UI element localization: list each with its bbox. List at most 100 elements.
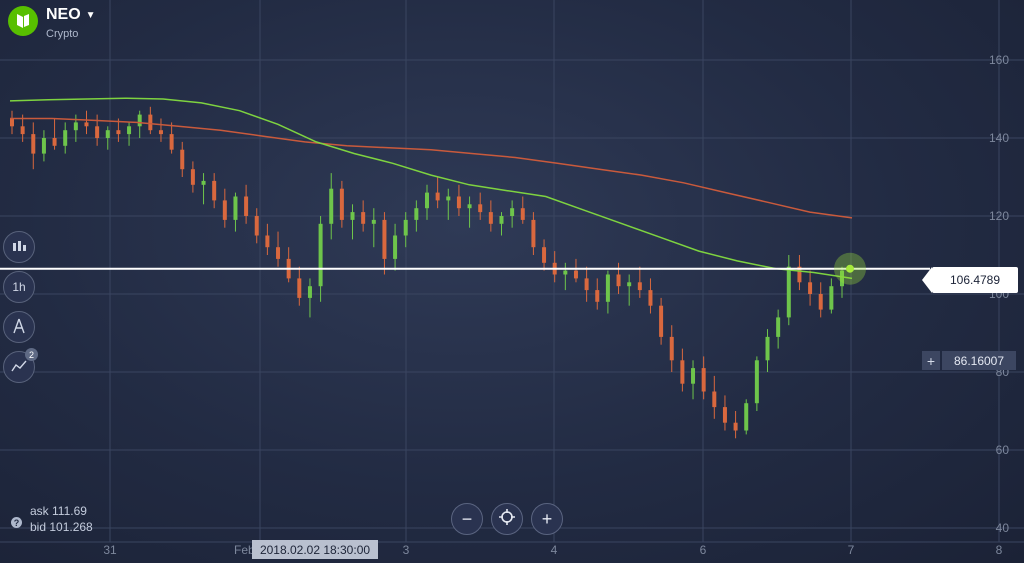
candle-body xyxy=(63,130,68,146)
crosshair-time-label: 2018.02.02 18:30:00 xyxy=(252,540,378,559)
crosshair-icon xyxy=(498,508,516,531)
candle-body xyxy=(169,134,174,150)
candle-body xyxy=(233,196,238,220)
candle-body xyxy=(137,114,142,127)
candle-body xyxy=(350,212,355,220)
candle-body xyxy=(733,422,738,431)
moving-average-fast xyxy=(9,97,853,280)
candle-body xyxy=(52,138,57,146)
interval-button[interactable]: 1h xyxy=(3,271,35,303)
candle-body xyxy=(254,216,259,236)
candle-body xyxy=(446,196,451,201)
candle-body xyxy=(510,208,515,216)
crosshair-price-label: 86.16007 xyxy=(942,351,1016,370)
x-tick-label: 4 xyxy=(551,543,558,557)
candle-body xyxy=(105,130,110,138)
candle-body xyxy=(573,270,578,279)
candle-body xyxy=(712,391,717,408)
drawing-tools-button[interactable] xyxy=(3,311,35,343)
indicator-count-badge: 2 xyxy=(25,348,38,361)
x-tick-label: 7 xyxy=(848,543,855,557)
asset-header[interactable]: NEO ▼ xyxy=(8,6,96,36)
candle-body xyxy=(605,274,610,302)
candle-body xyxy=(627,282,632,287)
candle-body xyxy=(148,114,153,131)
candle-body xyxy=(456,196,461,209)
bid-quote: bid 101.268 xyxy=(30,520,93,534)
candle-body xyxy=(276,247,281,259)
help-icon[interactable]: ? xyxy=(11,517,22,528)
candle-body xyxy=(329,188,334,224)
chevron-down-icon[interactable]: ▼ xyxy=(85,9,96,21)
zoom-in-button[interactable]: + xyxy=(531,503,563,535)
candle-body xyxy=(754,360,759,404)
candle-body xyxy=(31,134,36,154)
y-tick-label: 140 xyxy=(989,131,1009,145)
chart-type-button[interactable] xyxy=(3,231,35,263)
candle-body xyxy=(265,235,270,248)
x-axis: 31 Feb 3 4 6 7 8 xyxy=(103,543,1002,557)
x-tick-label: 31 xyxy=(103,543,117,557)
candle-body xyxy=(425,192,429,209)
y-tick-label: 160 xyxy=(989,53,1009,67)
candle-body xyxy=(722,407,727,423)
candle-body xyxy=(520,208,525,220)
candle-body xyxy=(595,290,600,302)
candle-body xyxy=(680,360,685,384)
candle-body xyxy=(499,216,504,224)
zoom-out-button[interactable]: − xyxy=(451,503,483,535)
candle-body xyxy=(393,235,398,259)
current-price-label: 106.4789 xyxy=(922,267,1018,293)
candle-body xyxy=(318,223,323,287)
add-alert-plus-icon[interactable]: + xyxy=(922,351,940,370)
candle-body xyxy=(212,180,217,201)
candle-body xyxy=(10,118,14,127)
indicators-button[interactable]: 2 xyxy=(3,348,38,383)
candle-body xyxy=(829,286,834,310)
candle-body xyxy=(648,290,653,306)
candle-body xyxy=(542,247,547,263)
candle-body xyxy=(584,278,589,291)
candle-body xyxy=(127,126,132,135)
candle-body xyxy=(20,126,25,135)
chart-grid xyxy=(0,0,1024,543)
candle-body xyxy=(84,122,89,127)
neo-logo-icon xyxy=(8,6,38,36)
candle-body xyxy=(41,138,46,154)
candle-body xyxy=(222,200,227,220)
candle-body xyxy=(339,188,344,220)
indicators-icon xyxy=(11,359,27,376)
candle-body xyxy=(701,368,706,392)
candle-body xyxy=(307,286,312,298)
x-tick-label: 6 xyxy=(700,543,707,557)
candle-body xyxy=(371,219,376,224)
center-chart-button[interactable] xyxy=(491,503,523,535)
candle-body xyxy=(244,196,249,216)
candle-body xyxy=(488,212,493,224)
candle-body xyxy=(637,282,642,291)
candle-body xyxy=(744,403,749,431)
candle-body xyxy=(840,270,844,287)
y-tick-label: 60 xyxy=(996,443,1010,457)
candle-body xyxy=(414,208,419,220)
candle-body xyxy=(158,130,163,135)
candle-body xyxy=(73,122,78,131)
candle-body xyxy=(786,266,791,318)
y-tick-label: 40 xyxy=(996,521,1010,535)
x-tick-label: 3 xyxy=(403,543,410,557)
candle-body xyxy=(190,169,195,185)
candle-body xyxy=(797,266,802,283)
candle-body xyxy=(478,204,483,213)
candle-body xyxy=(531,219,536,248)
candle-body xyxy=(95,126,100,138)
y-tick-label: 120 xyxy=(989,209,1009,223)
candle-body xyxy=(403,219,408,236)
candle-body xyxy=(201,180,206,185)
x-tick-label: 8 xyxy=(996,543,1003,557)
chart-type-icon xyxy=(11,239,27,256)
asset-name: NEO xyxy=(46,6,81,23)
x-tick-label: Feb xyxy=(234,543,255,557)
candle-body xyxy=(467,204,472,209)
candle-body xyxy=(616,274,621,287)
